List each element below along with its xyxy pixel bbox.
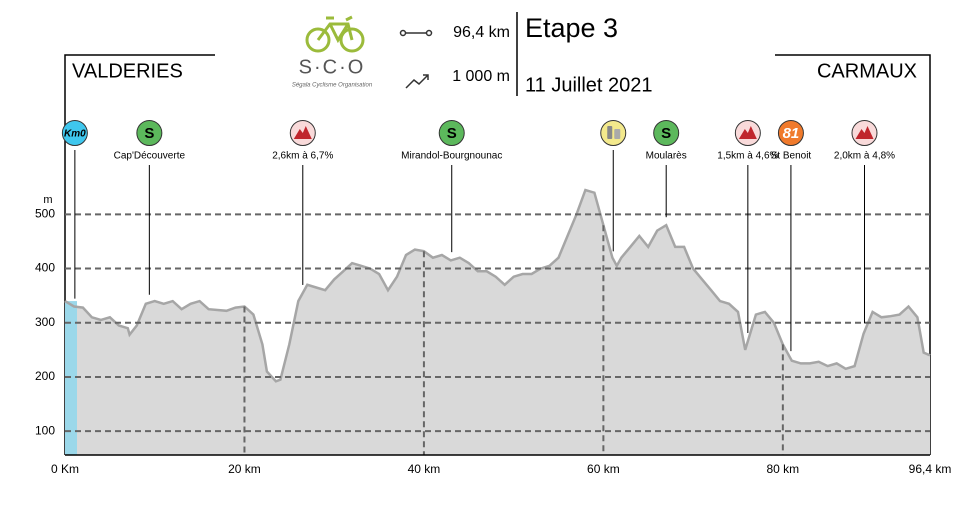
y-tick-label: 400 (35, 261, 55, 275)
annotation: Km0 (61, 120, 88, 299)
y-tick-label: 500 (35, 207, 55, 221)
logo-text: S·C·O (299, 56, 366, 78)
feed-icon (614, 129, 621, 139)
start-town: VALDERIES (72, 60, 183, 82)
annotation-label: 2,6km à 6,7% (272, 151, 333, 162)
annotation-label: 2,0km à 4,8% (834, 151, 895, 162)
marker-icon (438, 120, 465, 146)
mountain-icon (738, 126, 757, 139)
annotation: S Cap'Découverte (114, 120, 186, 295)
mountain-icon (293, 126, 312, 139)
annotation-label: Moularès (646, 151, 687, 162)
annotation: 81 St Benoit (771, 120, 812, 352)
climb-icon (405, 74, 429, 89)
annotation: 1,5km à 4,6% (717, 120, 779, 334)
marker-text: S (661, 125, 671, 142)
annotation-label: 1,5km à 4,6% (717, 151, 778, 162)
annotation: 2,6km à 6,7% (272, 120, 333, 285)
logo (305, 15, 365, 53)
annotation (600, 120, 627, 252)
logo-caption: Ségala Cyclisme Organisation (292, 83, 373, 89)
mountain-icon (855, 126, 874, 139)
marker-icon (653, 120, 680, 146)
marker-text: S (447, 125, 457, 142)
climbing: 1 000 m (452, 68, 510, 85)
chart-title: Etape 3 (525, 13, 618, 43)
feed-icon (607, 126, 613, 139)
profile-line (64, 188, 931, 383)
x-tick-label: 80 km (766, 462, 799, 476)
annotation: S Moularès (646, 120, 687, 218)
annotation-label: Mirandol-Bourgnounac (401, 151, 502, 162)
x-tick-label: 96,4 km (909, 462, 952, 476)
x-tick-label: 0 Km (51, 462, 79, 476)
marker-text: 81 (783, 125, 800, 142)
marker-text: Km0 (64, 129, 86, 140)
marker-icon (777, 120, 804, 146)
annotation: S Mirandol-Bourgnounac (401, 120, 502, 253)
annotation-label: Cap'Découverte (114, 151, 186, 162)
marker-icon (136, 120, 163, 146)
finish-town: CARMAUX (817, 60, 917, 82)
marker-icon (61, 120, 88, 146)
distance: 96,4 km (453, 24, 510, 41)
y-tick-label: 300 (35, 315, 55, 329)
annotation: 2,0km à 4,8% (834, 120, 895, 324)
distance-icon (399, 29, 433, 37)
y-axis-label: m (43, 194, 52, 206)
x-tick-label: 60 km (587, 462, 620, 476)
y-tick-label: 100 (35, 423, 55, 437)
x-tick-label: 40 km (408, 462, 441, 476)
y-tick-label: 200 (35, 369, 55, 383)
annotation-label: St Benoit (771, 151, 812, 162)
start-band (65, 301, 77, 455)
x-tick-label: 20 km (228, 462, 261, 476)
chart-subtitle: 11 Juillet 2021 (525, 74, 653, 96)
marker-text: S (144, 125, 154, 142)
marker-icon (600, 120, 627, 146)
